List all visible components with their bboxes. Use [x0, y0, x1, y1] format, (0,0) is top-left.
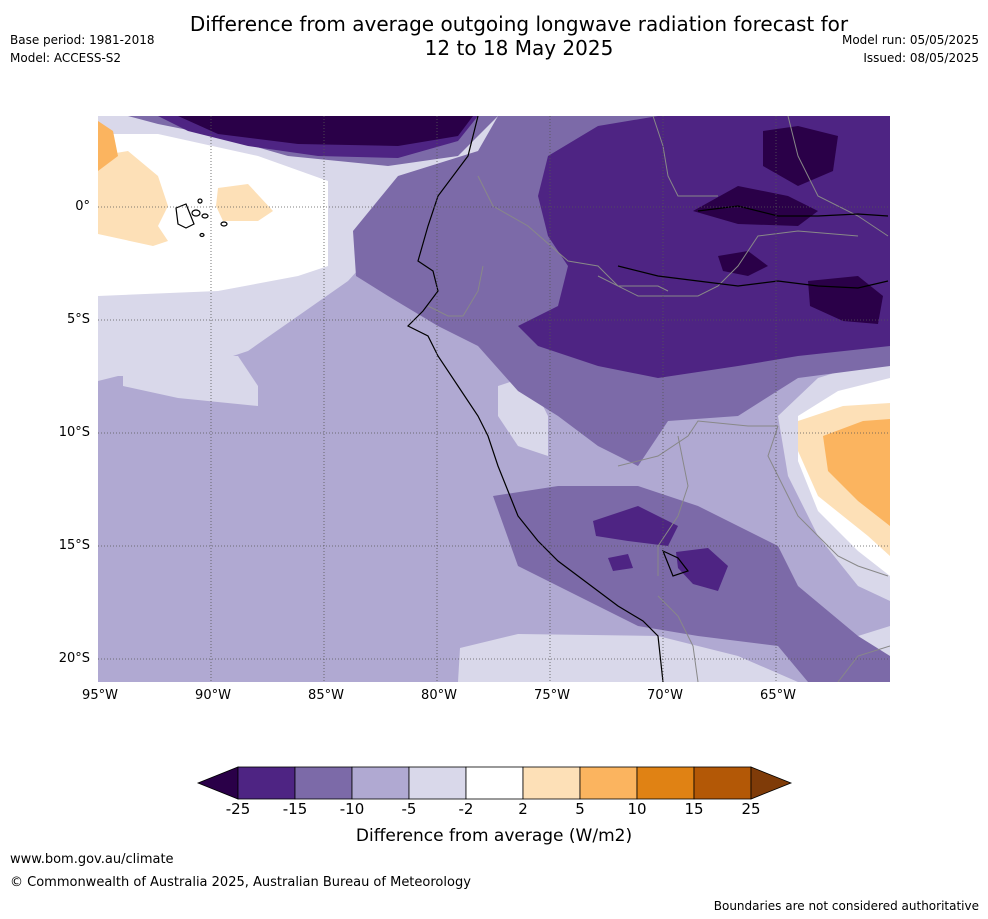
title-line-2: 12 to 18 May 2025 [424, 36, 614, 60]
map-title: Difference from average outgoing longwav… [0, 12, 988, 60]
colorbar-swatch-5 [465, 766, 524, 800]
meta-right: Model run: 05/05/2025 Issued: 08/05/2025 [842, 31, 979, 67]
colorbar-tick: 5 [575, 800, 585, 818]
colorbar-extend-high [750, 766, 793, 800]
field-deepest-east [808, 276, 883, 324]
colorbar-tick: -15 [282, 800, 308, 818]
colorbar-tick: 2 [518, 800, 528, 818]
lon-label-75w: 75°W [534, 688, 570, 703]
colorbar-tick: -25 [225, 800, 251, 818]
colorbar-swatch-3 [351, 766, 410, 800]
colorbar-tick: -10 [339, 800, 365, 818]
island-santa-cruz [191, 209, 201, 217]
colorbar-swatch-8 [636, 766, 695, 800]
lon-label-70w: 70°W [647, 688, 683, 703]
colorbar-tick: -5 [401, 800, 417, 818]
footer-copyright: © Commonwealth of Australia 2025, Austra… [10, 875, 471, 890]
colorbar-tick: 25 [741, 800, 761, 818]
meta-left: Base period: 1981-2018 Model: ACCESS-S2 [10, 31, 155, 67]
colorbar-tick: -2 [458, 800, 474, 818]
field-pale-edge [98, 346, 128, 381]
field-deepest-small [718, 251, 768, 276]
map-svg [98, 116, 890, 682]
gridlines [98, 116, 890, 682]
lon-label-65w: 65°W [760, 688, 796, 703]
lon-label-95w: 95°W [82, 688, 118, 703]
issued-date: Issued: 08/05/2025 [863, 51, 979, 65]
lake-titicaca [661, 549, 689, 577]
island-espanola [220, 221, 228, 227]
field-pale-west-patch [123, 356, 258, 406]
lat-label-5s: 5°S [66, 312, 90, 327]
field-mid-purple-south [493, 486, 890, 682]
map-panel [98, 116, 890, 682]
field-dark-purple-titicaca [676, 548, 728, 591]
boundary-peru-bolivia [657, 435, 689, 576]
lat-label-10s: 10°S [58, 425, 90, 440]
galapagos-islands [175, 198, 228, 238]
model-run: Model run: 05/05/2025 [841, 33, 979, 47]
island-isabela [175, 203, 195, 229]
colorbar-tick: 15 [684, 800, 704, 818]
boundary-peru-brazil [597, 230, 859, 297]
country-boundaries [427, 116, 890, 682]
field-dark-purple-tiny [608, 554, 633, 571]
footer-url[interactable]: www.bom.gov.au/climate [10, 852, 174, 867]
title-line-1: Difference from average outgoing longwav… [189, 12, 849, 36]
field-pale-south [458, 634, 798, 682]
island-santiago [197, 198, 203, 204]
island-san-cristobal [201, 213, 209, 219]
field-deepest-top [178, 116, 473, 146]
lat-label-20s: 20°S [58, 651, 90, 666]
base-period: Base period: 1981-2018 [10, 33, 155, 47]
colorbar-swatch-7 [579, 766, 638, 800]
field-orange-east [823, 419, 890, 526]
coastline-pacific [406, 116, 664, 682]
lat-label-0: 0° [75, 199, 90, 214]
boundary-peru-bolivia-north [617, 420, 778, 467]
field-orange-light-nw [98, 151, 168, 246]
boundary-bolivia-paraguay [837, 645, 890, 682]
boundary-ecuador-peru [427, 265, 484, 317]
colorbar-swatch-1 [237, 766, 296, 800]
field-dark-purple-south-patch [593, 506, 678, 546]
boundary-venezuela-brazil [787, 116, 889, 237]
lon-label-85w: 85°W [308, 688, 344, 703]
boundary-colombia-venezuela [652, 116, 718, 197]
colorbar-label: Difference from average (W/m2) [355, 826, 633, 846]
colorbar-swatch-4 [408, 766, 467, 800]
boundary-bolivia-brazil [767, 425, 889, 577]
field-orange-nw [98, 121, 118, 171]
lat-label-15s: 15°S [58, 538, 90, 553]
boundary-colombia-peru [477, 175, 669, 292]
colorbar-swatch-2 [294, 766, 353, 800]
model-name: Model: ACCESS-S2 [10, 51, 122, 65]
boundary-chile-bolivia [657, 595, 699, 682]
river-amazon [617, 265, 889, 289]
island-floreana [199, 232, 205, 238]
field-orange-light-island [216, 184, 273, 221]
colorbar-swatch-6 [522, 766, 581, 800]
lon-label-90w: 90°W [195, 688, 231, 703]
colorbar-swatch-9 [693, 766, 752, 800]
footer-disclaimer: Boundaries are not considered authoritat… [713, 899, 979, 913]
colorbar-tick: 10 [627, 800, 647, 818]
lon-label-80w: 80°W [421, 688, 457, 703]
field-deepest-north [763, 126, 838, 186]
colorbar [196, 766, 793, 800]
colorbar-extend-low [196, 766, 239, 800]
